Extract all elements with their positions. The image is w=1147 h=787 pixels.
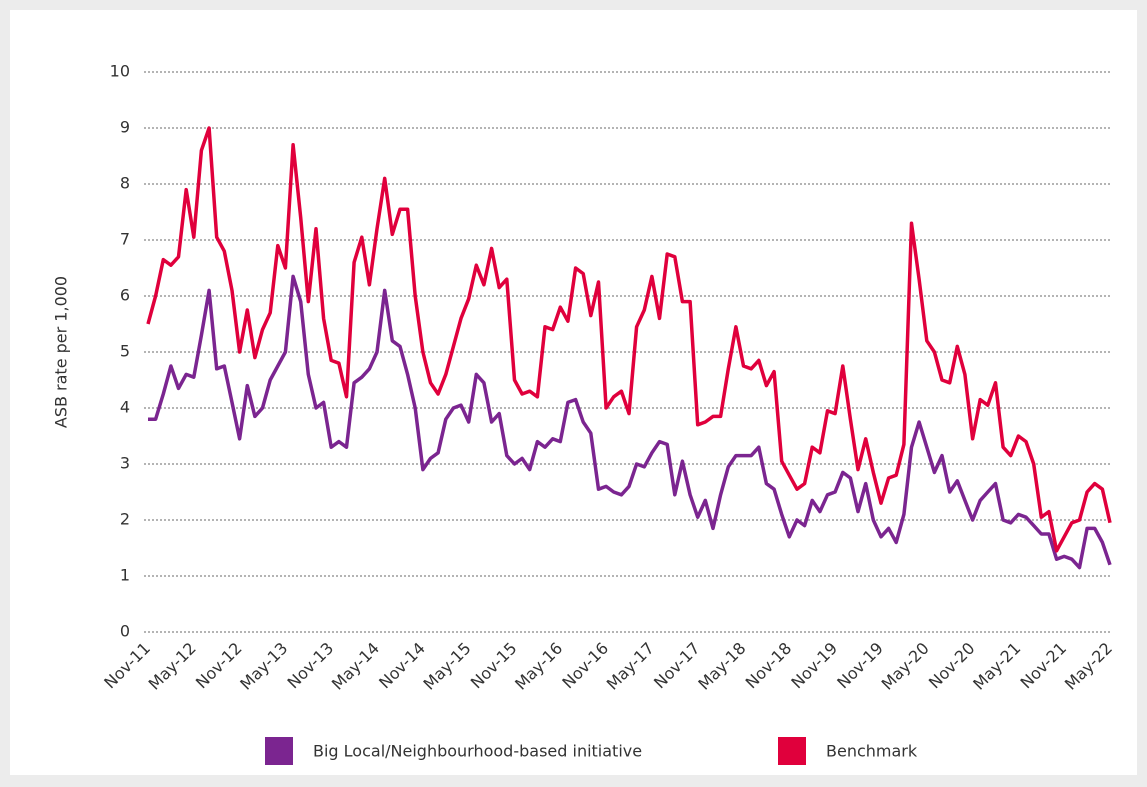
y-tick-label: 10 (110, 62, 130, 81)
y-axis-label: ASB rate per 1,000 (52, 276, 71, 428)
y-tick-label: 8 (120, 174, 130, 193)
y-tick-label: 2 (120, 510, 130, 529)
series-line (146, 126, 1112, 553)
y-tick-label: 1 (120, 566, 130, 585)
y-tick-label: 3 (120, 454, 130, 473)
series-line (148, 274, 1112, 570)
legend-label: Benchmark (826, 742, 918, 761)
y-tick-label: 0 (120, 622, 130, 641)
legend-swatch (778, 737, 806, 765)
y-tick-label: 5 (120, 342, 130, 361)
y-tick-label: 6 (120, 286, 130, 305)
chart-panel (10, 10, 1137, 775)
legend-swatch (265, 737, 293, 765)
legend-label: Big Local/Neighbourhood-based initiative (313, 742, 642, 761)
y-tick-label: 7 (120, 230, 130, 249)
y-tick-label: 9 (120, 118, 130, 137)
y-tick-label: 4 (120, 398, 130, 417)
